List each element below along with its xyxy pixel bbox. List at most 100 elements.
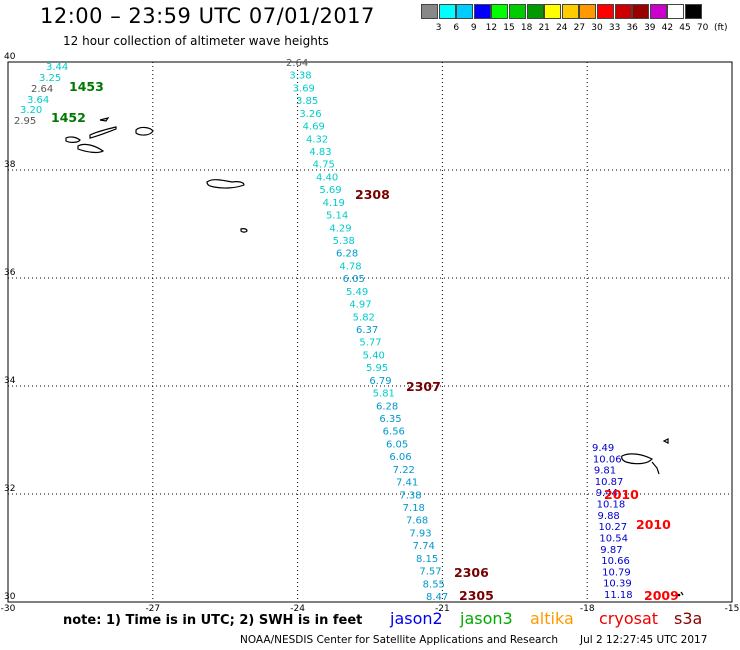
latitude-tick-label: 34 bbox=[4, 376, 16, 386]
wave-height-reading: 9.87 bbox=[600, 545, 622, 556]
scale-label: 6 bbox=[453, 23, 460, 33]
map-title: 12:00 – 23:59 UTC 07/01/2017 bbox=[40, 4, 375, 28]
pass-time-label: 2010 bbox=[636, 517, 671, 532]
azores-island-sao-jorge bbox=[89, 126, 117, 139]
latitude-tick-label: 36 bbox=[4, 268, 16, 278]
wave-height-reading: 4.69 bbox=[303, 122, 325, 133]
wave-height-reading: 9.44 bbox=[596, 488, 618, 499]
pass-time-labels: 1453 1452 2308 2307 2306 2305 2010 2010 2009 bbox=[51, 79, 681, 603]
wave-height-reading: 7.74 bbox=[413, 541, 435, 552]
azores-island-graciosa bbox=[99, 117, 110, 122]
scale-label: 18 bbox=[520, 23, 533, 33]
scale-label: 70 bbox=[696, 23, 709, 33]
scale-label: 9 bbox=[470, 23, 477, 33]
coastlines bbox=[65, 117, 684, 596]
latitude-tick-label: 30 bbox=[4, 592, 16, 602]
wave-height-reading: 6.05 bbox=[386, 439, 408, 450]
wave-height-reading: 5.14 bbox=[326, 211, 348, 222]
scale-swatch bbox=[544, 4, 562, 19]
scale-swatch bbox=[597, 4, 614, 19]
legend-item-jason3: jason3 bbox=[460, 609, 513, 628]
wave-height-reading: 4.32 bbox=[306, 134, 328, 145]
scale-swatch bbox=[456, 4, 474, 19]
wave-height-reading: 7.22 bbox=[393, 465, 415, 476]
scale-label: 21 bbox=[538, 23, 550, 33]
wave-height-reading: 3.38 bbox=[289, 71, 311, 82]
wave-height-reading: 4.40 bbox=[316, 172, 338, 183]
scale-label: 3 bbox=[435, 23, 442, 33]
scale-swatch bbox=[509, 4, 526, 19]
wave-height-reading: 9.88 bbox=[598, 511, 620, 522]
wave-height-reading: 3.26 bbox=[299, 109, 321, 120]
wave-height-reading: 4.29 bbox=[329, 223, 351, 234]
azores-island-santa-maria bbox=[240, 228, 248, 233]
longitude-tick-label: -24 bbox=[290, 604, 305, 614]
scale-swatch bbox=[614, 4, 632, 19]
madeira-island bbox=[621, 453, 653, 465]
pass-time-label: 2305 bbox=[459, 588, 494, 603]
lat-lon-grid bbox=[8, 62, 732, 602]
legend-item-jason2: jason2 bbox=[390, 609, 443, 628]
scale-swatch bbox=[667, 4, 685, 19]
wave-height-reading: 4.19 bbox=[323, 198, 345, 209]
longitude-tick-label: -18 bbox=[580, 604, 595, 614]
wave-height-reading: 2.64 bbox=[31, 84, 53, 95]
wave-height-reading: 2.95 bbox=[14, 116, 36, 127]
wave-height-reading: 6.28 bbox=[376, 401, 398, 412]
wave-height-reading: 7.57 bbox=[419, 567, 441, 578]
legend-item-cryosat: cryosat bbox=[599, 609, 659, 628]
wave-height-reading: 10.79 bbox=[602, 567, 631, 578]
wave-height-reading: 5.40 bbox=[363, 350, 385, 361]
wave-height-reading: 10.54 bbox=[599, 533, 628, 544]
pass-time-label: 2308 bbox=[355, 187, 390, 202]
wave-height-reading: 10.66 bbox=[601, 556, 630, 567]
wave-height-reading: 5.38 bbox=[333, 236, 355, 247]
wave-height-reading: 6.56 bbox=[383, 427, 405, 438]
scale-swatch bbox=[561, 4, 579, 19]
wave-height-reading: 4.75 bbox=[313, 160, 335, 171]
wave-height-reading: 10.06 bbox=[593, 454, 622, 465]
scale-swatch bbox=[526, 4, 544, 19]
pass-time-label: 2307 bbox=[406, 379, 441, 394]
scale-swatch bbox=[649, 4, 667, 19]
longitude-tick-label: -21 bbox=[435, 604, 450, 614]
scale-unit: (ft) bbox=[714, 23, 728, 33]
wave-height-reading: 5.81 bbox=[373, 389, 395, 400]
wave-height-reading: 4.78 bbox=[339, 261, 361, 272]
azores-island-flores bbox=[65, 136, 81, 143]
wave-height-reading: 3.20 bbox=[20, 105, 42, 116]
scale-label: 42 bbox=[661, 23, 674, 33]
wave-height-reading: 9.81 bbox=[594, 466, 616, 477]
wave-height-reading: 3.44 bbox=[46, 62, 68, 73]
wave-height-reading: 7.93 bbox=[409, 528, 431, 539]
wave-height-reading: 6.35 bbox=[379, 414, 401, 425]
island-dot bbox=[677, 593, 681, 597]
wave-height-reading: 10.87 bbox=[595, 477, 624, 488]
wave-height-reading: 2.64 bbox=[286, 58, 308, 69]
scale-label: 30 bbox=[591, 23, 603, 33]
wave-height-reading: 9.49 bbox=[592, 443, 614, 454]
wave-height-reading: 5.77 bbox=[359, 338, 381, 349]
scale-swatch bbox=[685, 4, 702, 19]
longitude-tick-label: -30 bbox=[1, 604, 16, 614]
porto-santo-island bbox=[662, 438, 669, 444]
selvagens-island bbox=[680, 591, 684, 596]
wave-height-reading: 7.41 bbox=[396, 478, 418, 489]
legend-item-altika: altika bbox=[530, 609, 574, 628]
latitude-tick-label: 38 bbox=[4, 160, 16, 170]
wave-height-readings: 3.443.252.643.643.202.952.643.383.693.85… bbox=[14, 58, 633, 603]
azores-island-sao-miguel bbox=[206, 179, 245, 189]
scale-swatch bbox=[438, 4, 456, 19]
wave-height-reading: 3.64 bbox=[27, 95, 49, 106]
wave-height-reading: 8.47 bbox=[426, 592, 448, 603]
wave-height-reading: 5.95 bbox=[366, 363, 388, 374]
scale-label: 15 bbox=[503, 23, 515, 33]
footer-credit: NOAA/NESDIS Center for Satellite Applica… bbox=[240, 634, 558, 646]
scale-swatch bbox=[421, 4, 438, 19]
latitude-tick-label: 40 bbox=[4, 52, 16, 62]
wave-height-reading: 4.97 bbox=[349, 300, 371, 311]
scale-label: 39 bbox=[644, 23, 656, 33]
wave-height-reading: 11.18 bbox=[604, 590, 633, 601]
latitude-tick-label: 32 bbox=[4, 484, 15, 494]
